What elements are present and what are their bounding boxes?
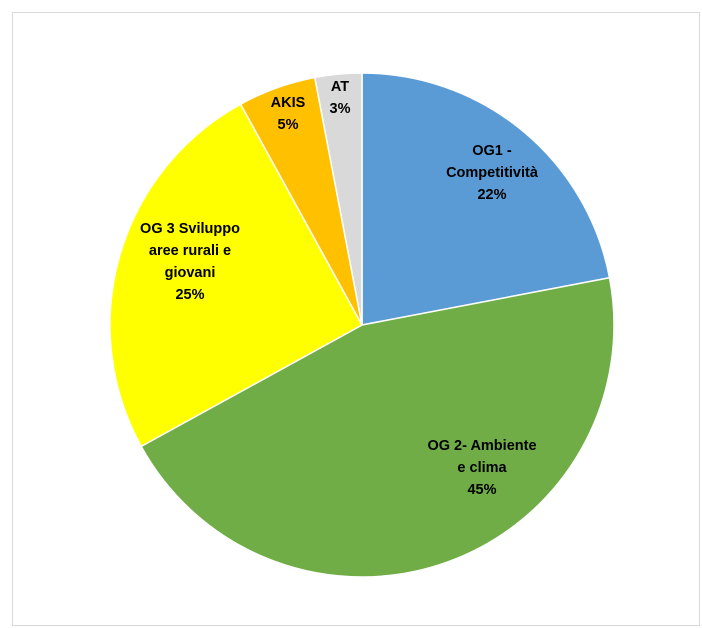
pie-slices bbox=[109, 72, 615, 578]
slice-label-4: AKIS 5% bbox=[271, 95, 306, 133]
slice-label-line: e clima bbox=[457, 460, 507, 476]
pie-labels: OG1 - Competitività 22% OG 2- Ambiente e cli… bbox=[140, 79, 539, 498]
slice-label-line: 22% bbox=[477, 187, 506, 203]
pie-slice-3 bbox=[109, 103, 364, 448]
slice-label-line: 3% bbox=[330, 101, 351, 117]
slice-label-3: OG 3 Sviluppo aree rurali e giovani 25% bbox=[140, 221, 240, 303]
slice-label-5: AT 3% bbox=[330, 79, 351, 117]
slice-label-line: giovani bbox=[165, 265, 216, 281]
slice-label-2: OG 2- Ambiente e clima 45% bbox=[427, 438, 536, 498]
slice-label-line: AKIS bbox=[271, 95, 306, 111]
slice-label-line: 5% bbox=[278, 117, 299, 133]
pie-slice-5 bbox=[313, 72, 363, 326]
slice-label-line: OG 3 Sviluppo bbox=[140, 221, 240, 237]
pie-slice-2 bbox=[140, 276, 615, 578]
slice-label-line: aree rurali e bbox=[149, 243, 231, 259]
slice-label-line: 45% bbox=[467, 482, 496, 498]
slice-label-line: Competitività bbox=[446, 165, 539, 181]
slice-label-1: OG1 - Competitività 22% bbox=[446, 143, 539, 203]
slice-label-line: OG1 - bbox=[472, 143, 512, 159]
pie-slice-1 bbox=[361, 72, 611, 326]
slice-label-line: OG 2- Ambiente bbox=[427, 438, 536, 454]
slice-label-line: 25% bbox=[175, 287, 204, 303]
slice-label-line: AT bbox=[331, 79, 349, 95]
